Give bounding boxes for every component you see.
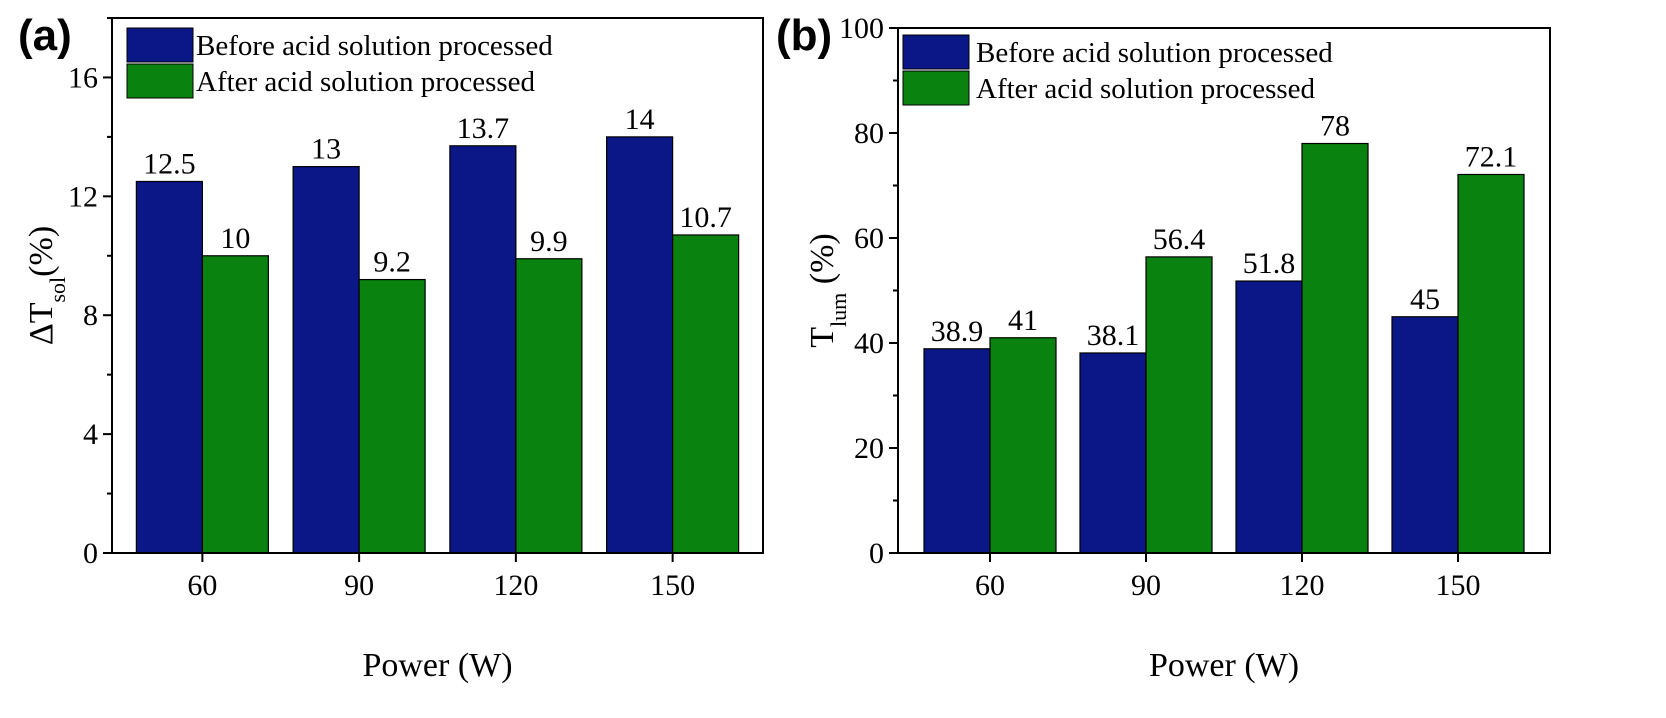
bar-a-before-60: [135, 180, 203, 554]
y-title-suffix: (%): [804, 233, 841, 292]
legend-label-after: After acid solution processed: [976, 73, 1316, 105]
data-label-a-before-150: 14: [625, 103, 655, 136]
y-tick-label-b-20: 20: [854, 432, 884, 465]
panel-a-y-axis-title: ΔTsol(%): [23, 226, 70, 345]
panel-a-data-labels: 12.5 10 13 9.2 13.7 9.9 14 10.7: [143, 103, 732, 279]
legend-label-after: After acid solution processed: [196, 66, 536, 98]
bar-b-after-150: [1457, 173, 1525, 554]
panel-a-x-axis-title: Power (W): [362, 647, 512, 684]
y-tick-label-a-16: 16: [68, 61, 98, 94]
bar-a-after-150: [672, 234, 740, 554]
y-tick-label-a-12: 12: [68, 180, 98, 213]
panel-a-plot-frame: [111, 17, 764, 554]
data-label-b-before-150: 45: [1410, 283, 1440, 316]
legend-label-before: Before acid solution processed: [196, 30, 553, 62]
panel-a-label: (a): [18, 11, 72, 60]
bar-b-before-60: [923, 348, 991, 554]
data-label-b-after-90: 56.4: [1153, 223, 1206, 256]
y-title-sub: lum: [826, 293, 851, 327]
y-title-sub: sol: [45, 277, 70, 303]
data-label-b-after-150: 72.1: [1465, 140, 1518, 173]
data-label-b-after-60: 41: [1008, 304, 1038, 337]
legend-swatch-before: [126, 27, 194, 63]
panel-b-bars: [923, 142, 1525, 554]
panel-b-y-axis-title: Tlum (%): [804, 233, 851, 347]
y-title-main: T: [804, 327, 841, 348]
data-label-a-after-60: 10: [220, 222, 250, 255]
bar-b-before-120: [1235, 280, 1303, 554]
x-tick-label-a-150: 150: [650, 569, 695, 602]
bar-a-before-90: [292, 166, 360, 554]
bar-a-after-90: [358, 278, 426, 554]
panel-a-ticks: 60 90 120 150 0 4 8 12 16: [68, 17, 695, 602]
bar-b-after-90: [1145, 256, 1213, 554]
legend-label-before: Before acid solution processed: [976, 37, 1333, 69]
bar-a-after-120: [515, 258, 583, 554]
legend-swatch-after: [902, 70, 970, 106]
data-label-b-after-120: 78: [1320, 110, 1350, 143]
bar-b-after-60: [989, 337, 1057, 554]
data-label-a-after-150: 10.7: [679, 201, 732, 234]
panel-a-bars: [135, 136, 740, 554]
y-tick-label-b-100: 100: [839, 12, 884, 45]
chart-panel-a: (a) 60 90 120 150 0 4 8 12 16 12.5 10 13 9.2 13.7 9.9…: [18, 11, 764, 684]
x-tick-label-b-150: 150: [1436, 569, 1481, 602]
panel-b-legend: Before acid solution processed After aci…: [902, 34, 1333, 106]
data-label-a-after-90: 9.2: [373, 246, 411, 279]
panel-b-ticks: 60 90 120 150 0 20 40 60 80 100: [839, 12, 1481, 602]
data-label-b-before-120: 51.8: [1243, 247, 1296, 280]
y-tick-label-a-8: 8: [83, 299, 98, 332]
data-label-a-before-60: 12.5: [143, 147, 196, 180]
y-tick-label-b-40: 40: [854, 327, 884, 360]
data-label-a-before-90: 13: [311, 133, 341, 166]
y-tick-label-b-60: 60: [854, 222, 884, 255]
x-tick-label-a-60: 60: [187, 569, 217, 602]
y-tick-label-b-80: 80: [854, 117, 884, 150]
bar-a-before-150: [606, 136, 674, 554]
bar-a-after-60: [201, 255, 269, 554]
x-tick-label-a-90: 90: [344, 569, 374, 602]
x-tick-label-b-90: 90: [1131, 569, 1161, 602]
data-label-a-after-120: 9.9: [530, 225, 568, 258]
y-tick-label-a-0: 0: [83, 537, 98, 570]
bar-b-after-120: [1301, 142, 1369, 554]
panel-a-legend: Before acid solution processed After aci…: [126, 27, 553, 99]
x-tick-label-b-120: 120: [1280, 569, 1325, 602]
y-title-suffix: (%): [23, 226, 60, 277]
y-tick-label-b-0: 0: [869, 537, 884, 570]
bar-a-before-120: [449, 145, 517, 554]
data-label-b-before-60: 38.9: [931, 315, 984, 348]
x-tick-label-a-120: 120: [493, 569, 538, 602]
y-title-main: ΔT: [23, 302, 60, 345]
chart-panel-b: (b) 60 90 120 150 0 20 40 60 80 100 38.9 41 38.1 56.…: [776, 11, 1551, 684]
panel-b-x-axis-title: Power (W): [1149, 647, 1299, 684]
legend-swatch-after: [126, 63, 194, 99]
y-tick-label-a-4: 4: [83, 418, 98, 451]
data-label-a-before-120: 13.7: [457, 112, 510, 145]
x-tick-label-b-60: 60: [975, 569, 1005, 602]
panel-b-label: (b): [776, 11, 832, 60]
bar-b-before-150: [1391, 316, 1459, 554]
legend-swatch-before: [902, 34, 970, 70]
panel-b-data-labels: 38.9 41 38.1 56.4 51.8 78 45 72.1: [931, 110, 1518, 352]
data-label-b-before-90: 38.1: [1087, 319, 1140, 352]
bar-b-before-90: [1079, 352, 1147, 554]
